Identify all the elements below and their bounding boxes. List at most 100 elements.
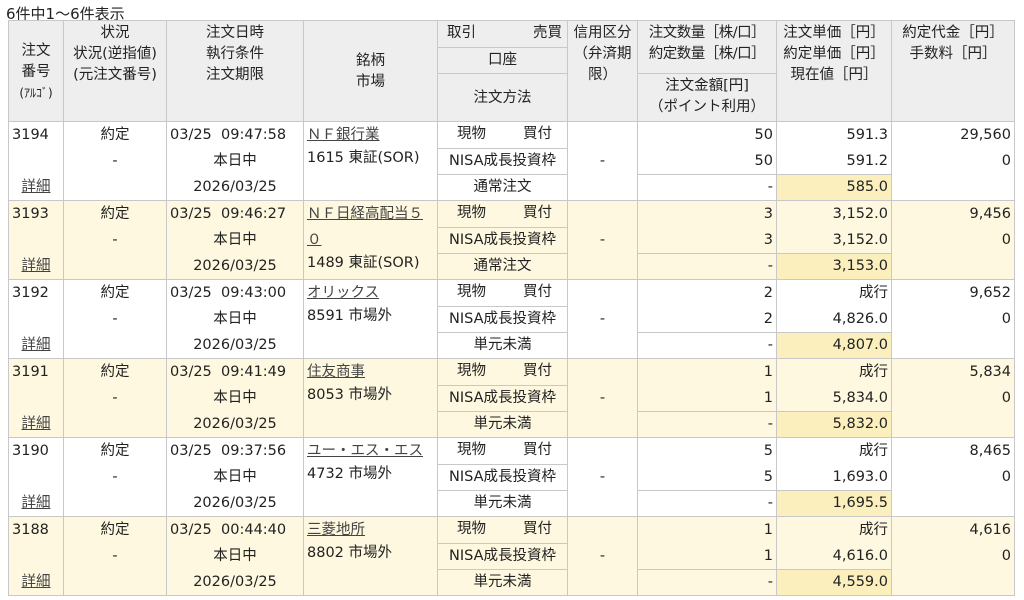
order-expiry: 2026/03/25 xyxy=(193,179,277,195)
header-order-no: 注文 番号 (ｱﾙｺﾞ) xyxy=(8,20,64,122)
exec-condition: 本日中 xyxy=(213,390,257,406)
order-no-cell: 3193 詳細 xyxy=(8,200,64,280)
order-no: 3192 xyxy=(12,285,49,301)
order-time: 03/25 09:37:56 xyxy=(170,443,287,459)
order-qty: 50 xyxy=(754,127,773,143)
header-stock: 銘柄 市場 xyxy=(303,20,438,122)
order-no-cell: 3192 詳細 xyxy=(8,279,64,359)
stock-market: 1615 東証(SOR) xyxy=(307,150,420,166)
stock-name-link[interactable]: オリックス xyxy=(307,285,380,301)
side: 買付 xyxy=(523,442,552,459)
detail-link[interactable]: 詳細 xyxy=(21,495,51,511)
value-cell: 4,616 0 xyxy=(891,516,1015,596)
current-price: 4,807.0 xyxy=(776,332,892,359)
stock-name-link[interactable]: ＮＦ日経高配当５０ xyxy=(307,206,423,248)
price-cell: 成行 1,693.0 xyxy=(776,437,892,491)
filled-value: 9,652 xyxy=(969,285,1011,301)
order-expiry: 2026/03/25 xyxy=(193,337,277,353)
order-price: 成行 xyxy=(859,364,888,380)
detail-link[interactable]: 詳細 xyxy=(21,179,51,195)
order-amount: - xyxy=(637,332,777,359)
filled-price: 1,693.0 xyxy=(832,469,888,485)
detail-link[interactable]: 詳細 xyxy=(21,574,51,590)
margin-type: - xyxy=(567,437,638,517)
price-cell: 591.3 591.2 xyxy=(776,121,892,175)
status: 約定 xyxy=(100,206,130,222)
filled-qty: 2 xyxy=(763,311,773,327)
order-expiry: 2026/03/25 xyxy=(193,574,277,590)
order-amount: - xyxy=(637,253,777,280)
header-amount: 注文金額[円] （ポイント利用） xyxy=(637,73,777,122)
datetime-cell: 03/25 09:46:27 本日中 2026/03/25 xyxy=(166,200,304,280)
header-margin: 信用区分 （弁済期 限） xyxy=(567,20,638,122)
account: NISA成長投資枠 xyxy=(437,542,568,570)
stock-name-link[interactable]: 住友商事 xyxy=(307,364,365,380)
stock-market: 8802 市場外 xyxy=(307,545,393,561)
stock-market: 1489 東証(SOR) xyxy=(307,255,420,271)
price-cell: 成行 4,826.0 xyxy=(776,279,892,333)
detail-link[interactable]: 詳細 xyxy=(21,337,51,353)
stock-cell: ユー・エス・エス 4732 市場外 xyxy=(303,437,438,517)
stock-name-link[interactable]: ＮＦ銀行業 xyxy=(307,127,380,143)
value-cell: 29,560 0 xyxy=(891,121,1015,201)
current-price: 5,832.0 xyxy=(776,411,892,438)
stock-market: 4732 市場外 xyxy=(307,466,393,482)
header-status: 状況 状況(逆指値) (元注文番号) xyxy=(63,20,167,122)
filled-price: 591.2 xyxy=(846,153,888,169)
side: 買付 xyxy=(523,363,552,380)
stock-cell: ＮＦ日経高配当５０ 1489 東証(SOR) xyxy=(303,200,438,280)
price-cell: 成行 5,834.0 xyxy=(776,358,892,412)
header-trade-side: 取引 売買 xyxy=(437,20,568,48)
status-stop: - xyxy=(112,548,118,564)
detail-link[interactable]: 詳細 xyxy=(21,416,51,432)
stock-name-link[interactable]: ユー・エス・エス xyxy=(307,443,423,459)
order-table: 注文 番号 (ｱﾙｺﾞ) 状況 状況(逆指値) (元注文番号) 注文日時 執行条件 注文期限… xyxy=(8,20,1015,596)
stock-market: 8053 市場外 xyxy=(307,387,393,403)
stock-cell: ＮＦ銀行業 1615 東証(SOR) xyxy=(303,121,438,201)
price-cell: 成行 4,616.0 xyxy=(776,516,892,570)
status-stop: - xyxy=(112,469,118,485)
current-price: 1,695.5 xyxy=(776,490,892,517)
exec-condition: 本日中 xyxy=(213,153,257,169)
order-time: 03/25 09:43:00 xyxy=(170,285,287,301)
fee: 0 xyxy=(1001,548,1011,564)
order-no-cell: 3188 詳細 xyxy=(8,516,64,596)
order-price: 成行 xyxy=(859,285,888,301)
filled-qty: 1 xyxy=(763,548,773,564)
account: NISA成長投資枠 xyxy=(437,463,568,491)
order-method: 単元未満 xyxy=(437,332,568,359)
order-expiry: 2026/03/25 xyxy=(193,495,277,511)
side: 買付 xyxy=(523,205,552,222)
detail-link[interactable]: 詳細 xyxy=(21,258,51,274)
status-stop: - xyxy=(112,232,118,248)
stock-cell: 三菱地所 8802 市場外 xyxy=(303,516,438,596)
trade-type: 現物 xyxy=(457,284,486,301)
order-method: 単元未満 xyxy=(437,490,568,517)
account: NISA成長投資枠 xyxy=(437,305,568,333)
order-qty: 2 xyxy=(763,285,773,301)
side: 買付 xyxy=(523,126,552,143)
header-account: 口座 xyxy=(437,47,568,74)
order-amount: - xyxy=(637,174,777,201)
value-cell: 9,652 0 xyxy=(891,279,1015,359)
status: 約定 xyxy=(100,364,130,380)
datetime-cell: 03/25 09:37:56 本日中 2026/03/25 xyxy=(166,437,304,517)
trade-type: 現物 xyxy=(457,521,486,538)
datetime-cell: 03/25 00:44:40 本日中 2026/03/25 xyxy=(166,516,304,596)
datetime-cell: 03/25 09:41:49 本日中 2026/03/25 xyxy=(166,358,304,438)
result-count: 6件中1〜6件表示 xyxy=(6,5,125,23)
exec-condition: 本日中 xyxy=(213,232,257,248)
datetime-cell: 03/25 09:43:00 本日中 2026/03/25 xyxy=(166,279,304,359)
order-no: 3191 xyxy=(12,364,49,380)
filled-price: 3,152.0 xyxy=(832,232,888,248)
fee: 0 xyxy=(1001,232,1011,248)
stock-cell: オリックス 8591 市場外 xyxy=(303,279,438,359)
stock-name-link[interactable]: 三菱地所 xyxy=(307,522,365,538)
order-qty: 1 xyxy=(763,364,773,380)
trade-side-cell: 現物 買付 xyxy=(437,437,568,465)
exec-condition: 本日中 xyxy=(213,311,257,327)
status: 約定 xyxy=(100,522,130,538)
status: 約定 xyxy=(100,443,130,459)
